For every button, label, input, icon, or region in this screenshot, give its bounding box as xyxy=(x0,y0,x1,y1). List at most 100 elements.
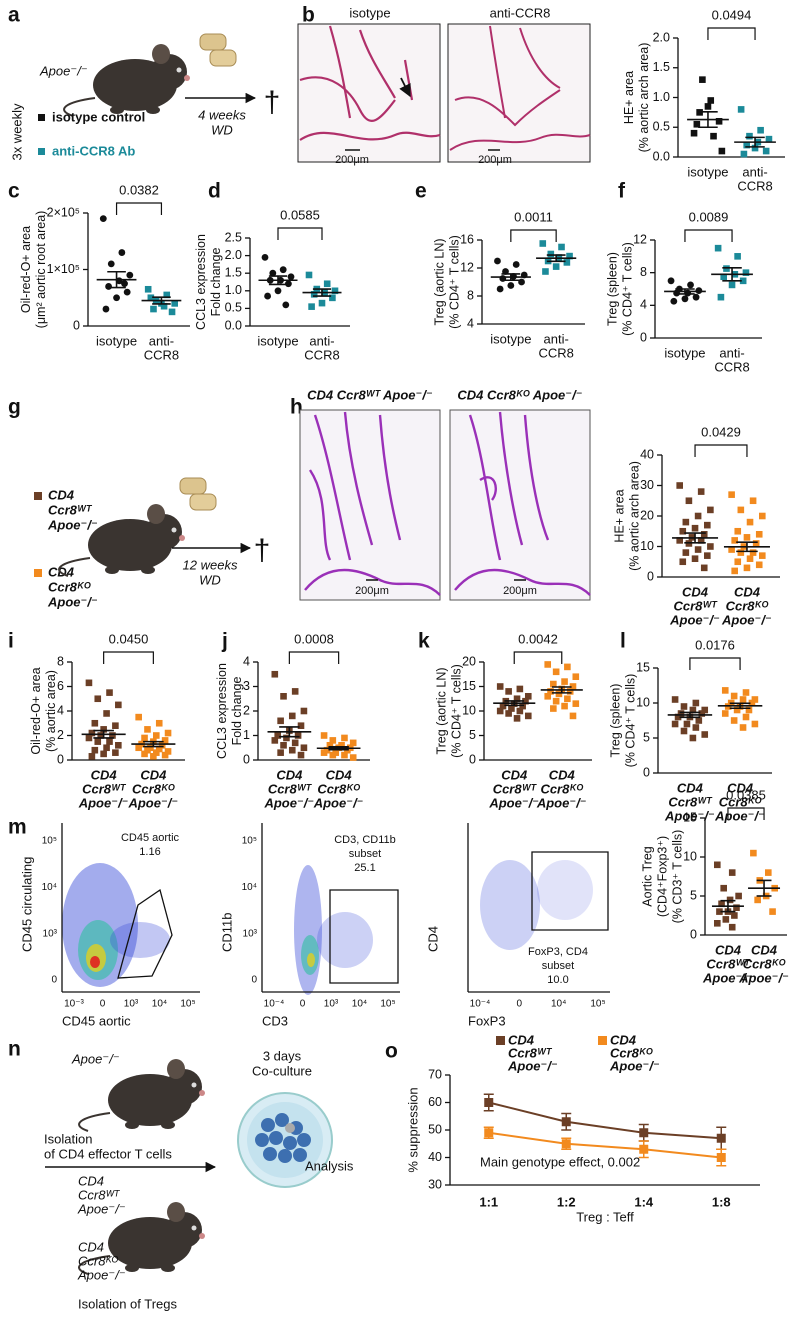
data-point xyxy=(754,896,761,904)
significance-bracket xyxy=(684,229,733,242)
x-tick-label: Ccr8ᴷᴼ xyxy=(719,794,763,809)
y-axis-label: Treg (spleen) xyxy=(605,252,619,326)
data-point xyxy=(261,253,269,261)
x-tick-label: 10³ xyxy=(324,999,339,1010)
data-point xyxy=(103,710,110,717)
y-tick-label: 3 xyxy=(243,679,250,693)
x-tick-label: Apoe⁻/⁻ xyxy=(127,795,178,810)
y-tick-label: 10 xyxy=(640,539,654,553)
data-point xyxy=(155,719,163,727)
data-point xyxy=(271,670,279,678)
group-label: Apoe⁻/⁻ xyxy=(47,517,98,532)
y-tick-label: 10⁵ xyxy=(42,836,57,847)
data-point xyxy=(714,920,721,927)
data-point xyxy=(679,558,687,566)
data-point xyxy=(728,491,735,498)
y-tick-label: 0 xyxy=(690,927,697,941)
x-tick-label: anti- xyxy=(719,345,744,360)
data-point xyxy=(126,271,134,279)
significance-bracket xyxy=(277,227,323,240)
density-cloud xyxy=(294,865,322,995)
data-point xyxy=(144,746,151,754)
x-tick-label: isotype xyxy=(257,333,298,348)
data-point xyxy=(282,301,290,309)
data-point xyxy=(274,732,282,739)
panel-letter: l xyxy=(620,630,626,653)
data-point xyxy=(539,240,547,247)
y-tick-label: 10⁵ xyxy=(242,836,257,847)
data-point xyxy=(707,97,715,104)
data-point xyxy=(552,697,560,705)
density-cloud xyxy=(307,953,315,967)
data-point xyxy=(748,699,756,707)
y-axis-label: % suppression xyxy=(405,1087,420,1172)
panel-letter: n xyxy=(8,1038,21,1061)
data-point xyxy=(720,884,727,892)
data-point xyxy=(552,668,560,676)
y-tick-label: 0 xyxy=(73,318,80,332)
y-axis-label: (% CD4⁺ T cells) xyxy=(449,664,463,758)
y-tick-label: 30 xyxy=(428,1177,442,1191)
data-point xyxy=(695,287,703,295)
y-tick-label: 8 xyxy=(467,288,474,302)
p-value: 0.0385 xyxy=(726,787,766,802)
data-point xyxy=(739,696,747,703)
data-point xyxy=(558,243,565,251)
data-point xyxy=(731,567,738,575)
x-tick-label: Apoe⁻/⁻ xyxy=(721,612,772,627)
y-axis-label: (% aortic arch area) xyxy=(637,43,651,153)
y-tick-label: 1.5 xyxy=(653,60,670,74)
data-point xyxy=(271,737,279,744)
data-point xyxy=(720,273,727,281)
x-tick-label: 0 xyxy=(300,999,306,1010)
data-point xyxy=(731,537,738,544)
panel-letter: c xyxy=(8,180,20,203)
data-point xyxy=(714,861,721,869)
p-value: 0.0494 xyxy=(712,7,752,22)
readout-label: Analysis xyxy=(305,1158,354,1173)
legend-swatch xyxy=(496,1036,505,1045)
x-tick-label: anti- xyxy=(309,333,334,348)
data-point xyxy=(751,144,759,152)
y-axis-label: (% CD4⁺ T cells) xyxy=(447,235,461,329)
data-point xyxy=(697,488,705,495)
data-point xyxy=(765,135,773,143)
data-point xyxy=(288,746,296,754)
x-tick-label: CD4 xyxy=(91,767,118,782)
data-point xyxy=(733,904,740,911)
data-point xyxy=(735,892,742,900)
panel-letter: i xyxy=(8,630,14,653)
y-axis-label: Treg (aortic LN) xyxy=(432,238,446,325)
y-axis-label: HE+ area xyxy=(622,71,636,124)
y-axis-label: Treg (aortic LN) xyxy=(434,667,448,754)
y-tick-label: 0 xyxy=(643,765,650,779)
x-tick-label: CD4 xyxy=(549,767,576,782)
mouse-label: Apoe⁻/⁻ xyxy=(77,1267,126,1282)
panel-letter: e xyxy=(415,180,427,203)
x-tick-label: Apoe⁻/⁻ xyxy=(313,795,364,810)
x-tick-label: 10⁻⁴ xyxy=(470,999,491,1010)
data-point xyxy=(704,521,711,529)
panel-letter: f xyxy=(618,180,626,203)
x-axis-label: CD45 aortic xyxy=(62,1013,131,1028)
y-tick-label: 0.5 xyxy=(653,120,670,134)
image-label: CD4 Ccr8ᵂᵀ Apoe⁻/⁻ xyxy=(307,387,433,402)
data-point xyxy=(269,269,277,277)
y-tick-label: 1×10⁵ xyxy=(47,262,80,276)
mouse-label: Apoe⁻/⁻ xyxy=(71,1051,120,1066)
data-point xyxy=(695,717,703,724)
data-point xyxy=(740,150,748,158)
data-point xyxy=(112,722,119,729)
data-point xyxy=(759,552,766,559)
y-tick-label: 10 xyxy=(683,849,697,863)
data-point xyxy=(717,293,725,301)
gate-label: 10.0 xyxy=(547,974,568,986)
x-tick-label: Ccr8ᵂᵀ xyxy=(268,781,313,796)
data-point xyxy=(150,753,157,760)
data-point xyxy=(769,908,776,915)
data-point xyxy=(734,527,742,535)
x-tick-label: CD4 xyxy=(734,584,761,599)
data-point xyxy=(670,297,678,305)
data-point xyxy=(730,692,738,700)
